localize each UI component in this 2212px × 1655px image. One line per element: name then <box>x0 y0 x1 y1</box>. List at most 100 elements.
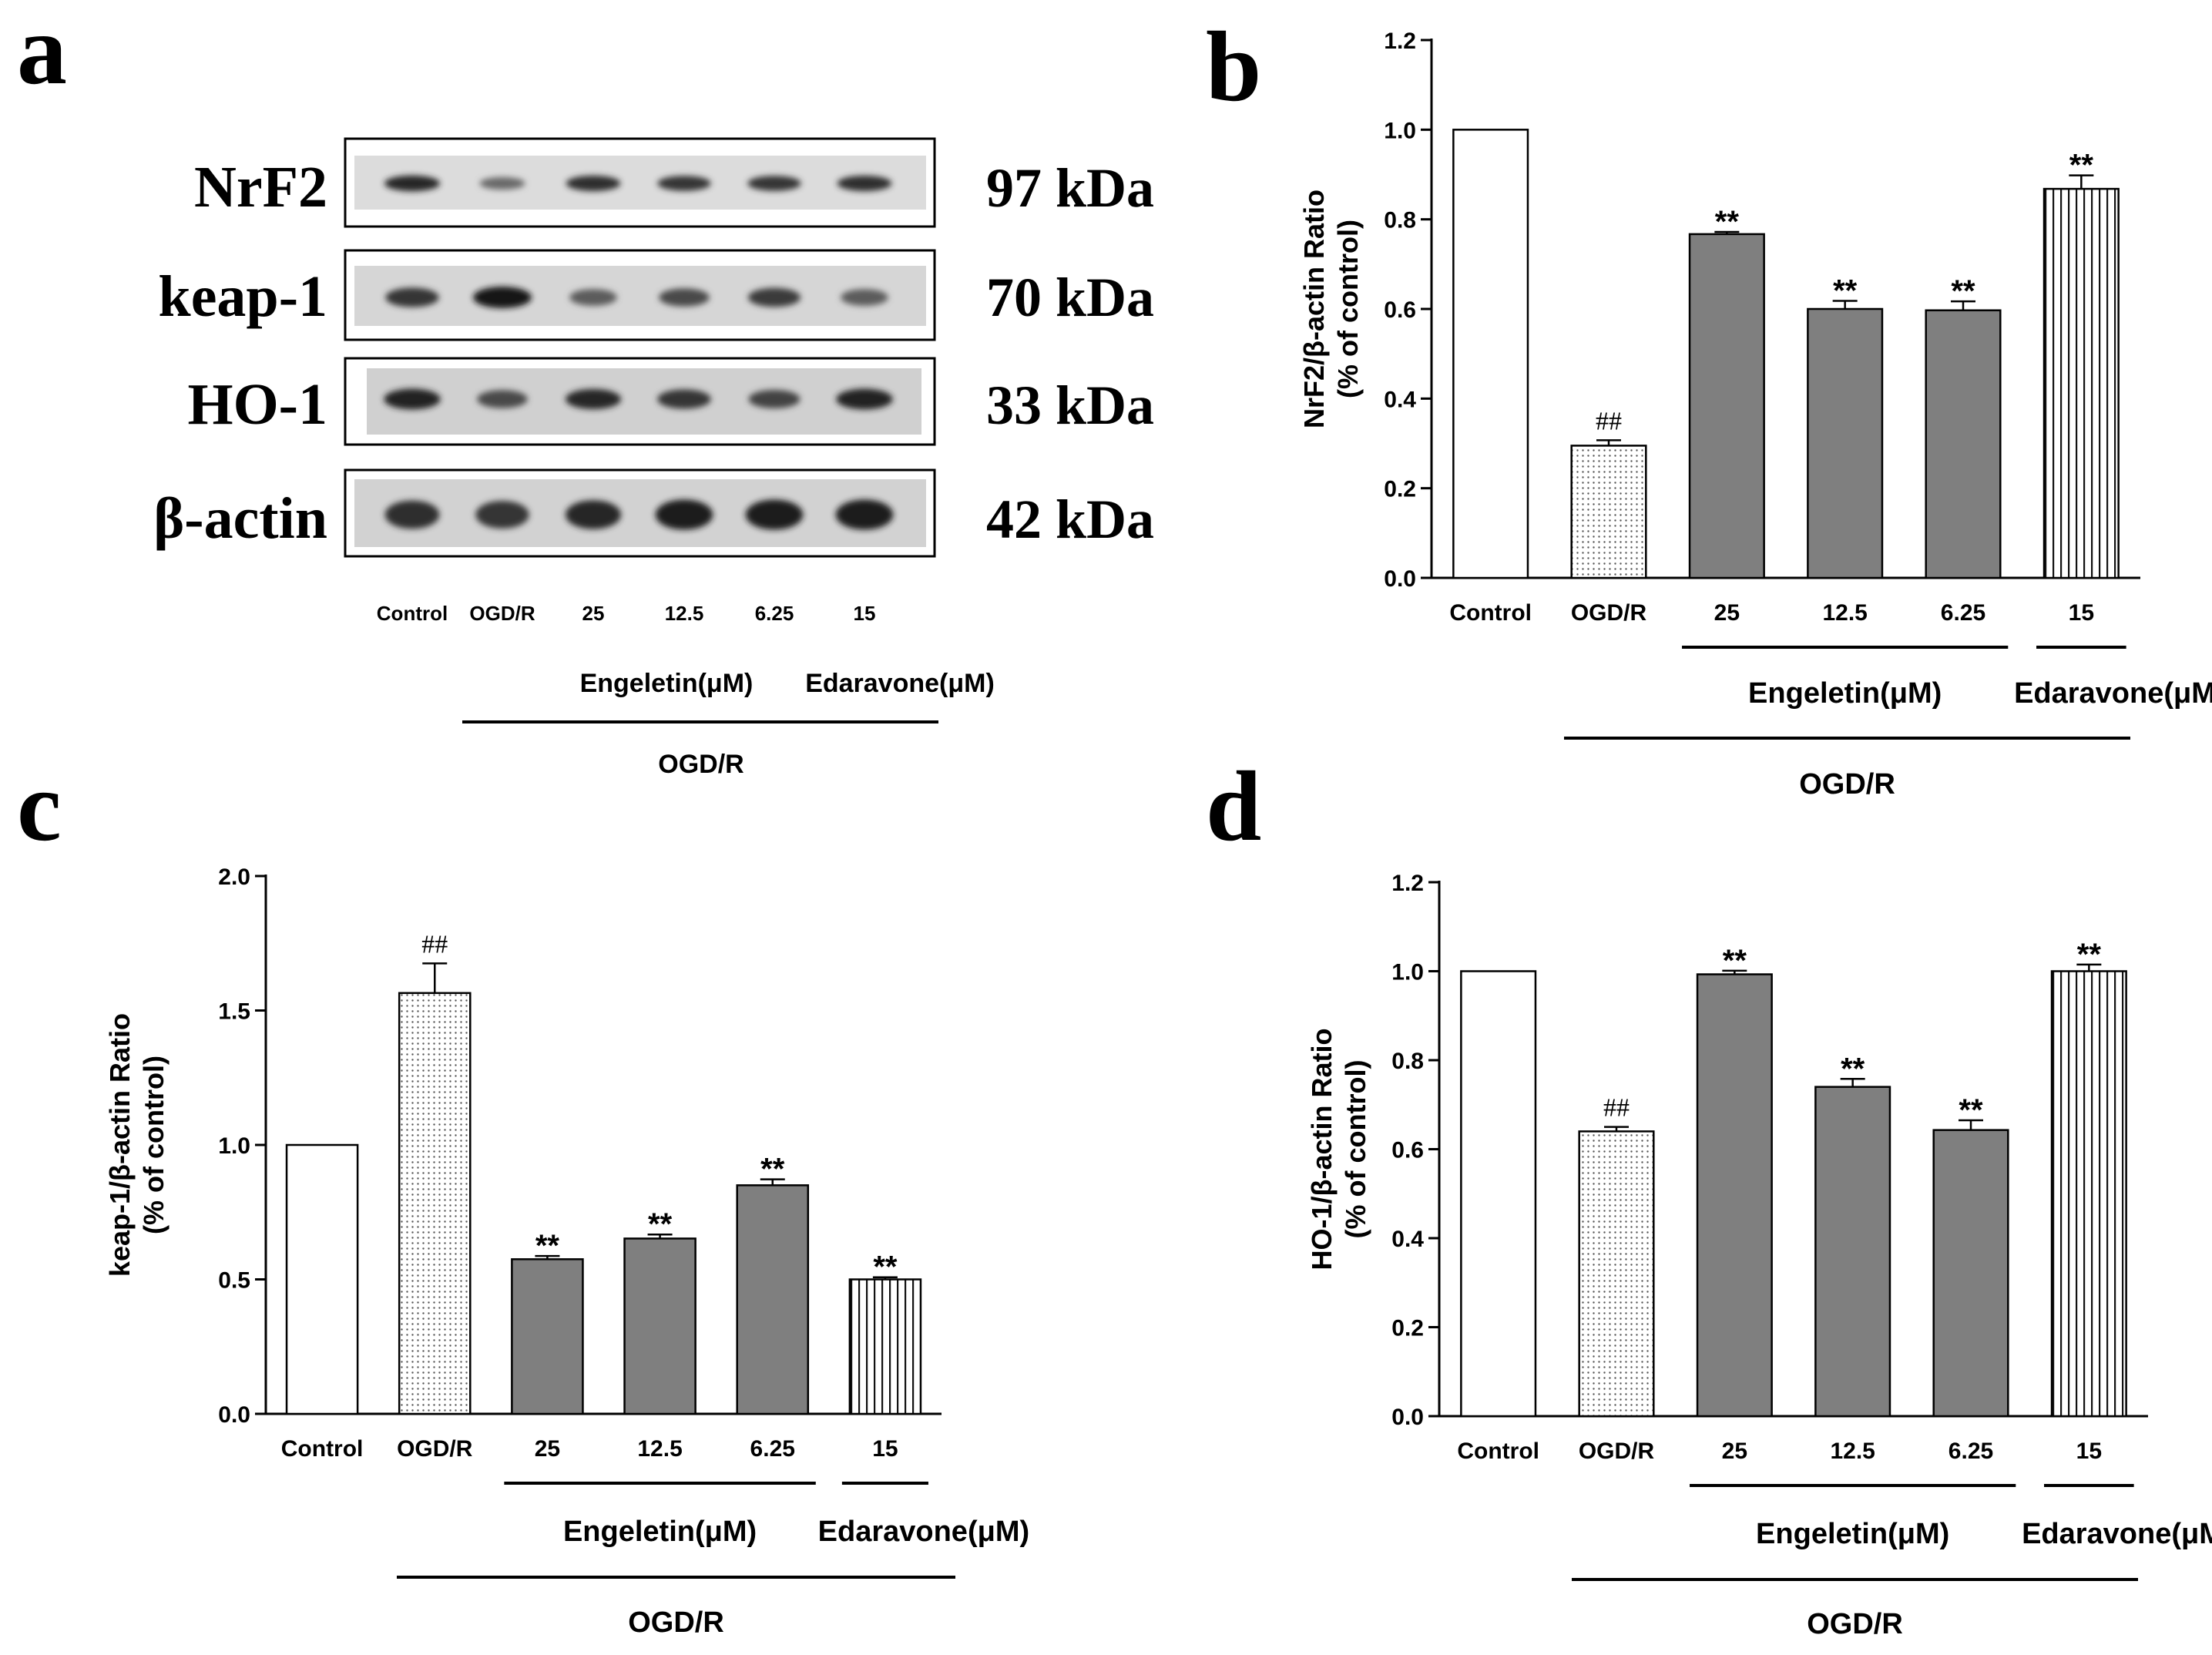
y-axis-label: keap-1/β-actin Ratio <box>104 1013 136 1277</box>
y-tick-label: 0.6 <box>1384 297 1416 323</box>
significance-star: ** <box>648 1207 673 1241</box>
wb-lane-label-6-25: 6.25 <box>755 602 794 625</box>
x-tick-label: 15 <box>2076 1438 2102 1464</box>
wb-lane-label-control: Control <box>377 602 448 625</box>
y-tick-label: 0.5 <box>218 1268 250 1294</box>
y-tick-label: 0.6 <box>1391 1138 1424 1163</box>
bar <box>1814 1086 1891 1418</box>
wb-band <box>569 289 617 306</box>
y-tick-label: 0.4 <box>1384 387 1416 412</box>
edaravone-group-label: Edaravone(μM) <box>2022 1518 2212 1550</box>
panel-letter-b: b <box>1206 12 1261 123</box>
y-tick-label: 1.2 <box>1384 29 1416 54</box>
wb-kda-nrf2: 97 kDa <box>986 157 1154 219</box>
y-axis-label-sub: (% of control) <box>138 1056 170 1234</box>
panel-letter-c: c <box>17 751 62 862</box>
y-tick-label: 1.5 <box>218 999 250 1025</box>
wb-band <box>565 388 622 410</box>
significance-star: ** <box>1833 274 1858 308</box>
wb-band <box>836 388 893 410</box>
significance-star: ** <box>1959 1093 1983 1127</box>
chart-panel-d: 0.0 0.2 0.4 0.6 0.8 1.0 1.2 HO-1/β-actin Ratio(… <box>1306 871 2212 1640</box>
wb-bands-ho1 <box>384 388 893 410</box>
y-tick-label: 0.0 <box>1391 1405 1424 1430</box>
bar <box>1570 445 1647 579</box>
wb-band <box>655 499 713 530</box>
bar <box>1925 309 2002 579</box>
significance-star: ** <box>535 1229 560 1263</box>
wb-kda-bactin: 42 kDa <box>986 488 1154 550</box>
x-tick-label: 12.5 <box>1830 1438 1875 1464</box>
chart-panel-b: 0.0 0.2 0.4 0.6 0.8 1.0 1.2 NrF2/β-actin Ratio(… <box>1298 29 2212 801</box>
wb-band <box>748 389 801 409</box>
y-tick-label: 1.2 <box>1391 871 1424 896</box>
y-axis-label-sub: (% of control) <box>1332 220 1364 398</box>
x-tick-label: 15 <box>872 1436 898 1462</box>
wb-band <box>384 500 440 529</box>
y-tick-label: 1.0 <box>1384 118 1416 143</box>
significance-star: ** <box>1951 274 1975 308</box>
wb-lane-label-12-5: 12.5 <box>665 602 704 625</box>
wb-kda-ho1: 33 kDa <box>986 374 1154 436</box>
x-tick-label: Control <box>1457 1438 1539 1464</box>
wb-band <box>475 501 529 529</box>
wb-lane-label-ogdr: OGD/R <box>469 602 535 625</box>
wb-row-label-ho1: HO-1 <box>187 372 327 437</box>
wb-group-engeletin: Engeletin(μM) <box>580 669 754 698</box>
chart-panel-c: 0.0 0.5 1.0 1.5 2.0 keap-1/β-actin Ratio (% of… <box>104 864 1029 1639</box>
y-tick-label: 0.2 <box>1391 1316 1424 1341</box>
wb-band <box>657 389 711 409</box>
y-tick-label: 0.0 <box>1384 566 1416 592</box>
wb-lane-label-15: 15 <box>854 602 876 625</box>
bar <box>2050 970 2127 1418</box>
bar <box>1688 233 1765 579</box>
wb-band <box>479 176 525 190</box>
significance-star: ** <box>1723 944 1747 978</box>
wb-blot-bg-bactin <box>354 479 926 547</box>
y-tick-label: 0.8 <box>1384 208 1416 233</box>
wb-kda-keap1: 70 kDa <box>986 267 1154 328</box>
wb-band <box>841 289 888 306</box>
panel-letter-a: a <box>17 0 67 106</box>
y-axis-label: NrF2/β-actin Ratio <box>1298 190 1330 428</box>
y-axis-label-sub: (% of control) <box>1340 1060 1371 1239</box>
wb-blot-bg-nrf2 <box>354 156 926 210</box>
y-tick-label: 0.8 <box>1391 1049 1424 1074</box>
wb-band <box>657 176 711 191</box>
edaravone-group-label: Edaravone(μM) <box>818 1516 1030 1548</box>
significance-star: ** <box>1841 1052 1865 1086</box>
significance-star: ** <box>2069 149 2094 183</box>
y-tick-label: 2.0 <box>218 864 250 890</box>
significance-star: ** <box>873 1250 898 1284</box>
bar <box>398 992 472 1415</box>
y-tick-label: 1.0 <box>1391 960 1424 985</box>
x-tick-label: 25 <box>1714 600 1740 626</box>
bar <box>1452 129 1529 579</box>
wb-band <box>384 388 441 410</box>
wb-band <box>566 175 621 192</box>
western-blot: NrF2 97 kDa keap-1 70 kDa HO-1 33 kDa β-… <box>153 137 1154 779</box>
significance-star: ** <box>760 1153 785 1187</box>
bar <box>1696 973 1773 1418</box>
edaravone-group-label: Edaravone(μM) <box>2014 677 2212 710</box>
y-axis-label: HO-1/β-actin Ratio <box>1306 1029 1338 1271</box>
ogdr-group-label: OGD/R <box>628 1606 724 1639</box>
x-tick-label: OGD/R <box>1571 600 1647 626</box>
significance-star: ** <box>1715 205 1740 239</box>
x-tick-label: OGD/R <box>397 1436 473 1462</box>
wb-band <box>473 287 532 308</box>
engeletin-group-label: Engeletin(μM) <box>563 1516 757 1548</box>
bar <box>848 1278 922 1415</box>
wb-blot-bg-keap1 <box>354 266 926 326</box>
wb-band <box>835 499 894 530</box>
wb-row-label-keap1: keap-1 <box>158 264 327 329</box>
bar <box>736 1184 810 1415</box>
wb-band <box>659 288 710 307</box>
ogdr-group-label: OGD/R <box>1807 1608 1903 1640</box>
wb-bands-keap1 <box>385 287 888 308</box>
x-tick-label: 6.25 <box>750 1436 795 1462</box>
bar <box>1807 307 1884 579</box>
x-tick-label: 25 <box>535 1436 560 1462</box>
panel-letter-d: d <box>1206 751 1261 862</box>
